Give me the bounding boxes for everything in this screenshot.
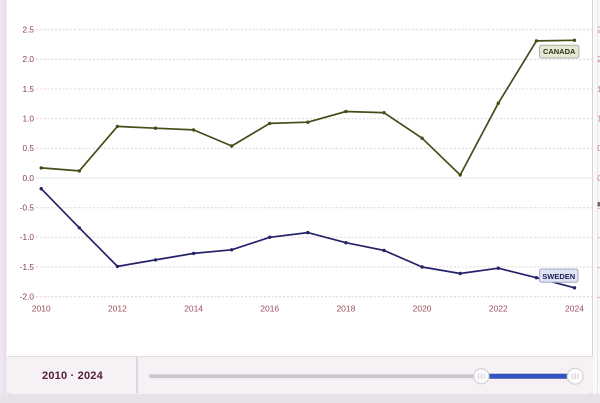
svg-text:2020: 2020 bbox=[413, 304, 432, 314]
svg-text:-2.0: -2.0 bbox=[20, 292, 35, 302]
svg-text:2024: 2024 bbox=[565, 304, 584, 314]
svg-text:SWEDEN: SWEDEN bbox=[542, 272, 575, 281]
svg-text:-1.0: -1.0 bbox=[20, 232, 35, 242]
svg-text:2012: 2012 bbox=[108, 304, 127, 314]
svg-text:1.5: 1.5 bbox=[597, 84, 600, 94]
svg-text:-2.0: -2.0 bbox=[597, 292, 600, 302]
svg-text:2016: 2016 bbox=[260, 304, 279, 314]
svg-text:0.5: 0.5 bbox=[22, 143, 34, 153]
svg-text:2.0: 2.0 bbox=[22, 54, 34, 64]
svg-text:1.0: 1.0 bbox=[22, 114, 34, 124]
svg-text:1.0: 1.0 bbox=[597, 114, 600, 124]
svg-text:2.0: 2.0 bbox=[597, 54, 600, 64]
svg-text:2014: 2014 bbox=[184, 304, 203, 314]
svg-text:-0.5: -0.5 bbox=[20, 203, 35, 213]
svg-text:-1.5: -1.5 bbox=[20, 262, 35, 272]
svg-text:2010: 2010 bbox=[32, 304, 51, 314]
svg-text:-1.5: -1.5 bbox=[597, 262, 600, 272]
svg-text:CANADA: CANADA bbox=[543, 47, 576, 56]
svg-text:2.5: 2.5 bbox=[22, 24, 34, 34]
svg-text:2022: 2022 bbox=[489, 304, 508, 314]
svg-text:-1.0: -1.0 bbox=[597, 232, 600, 242]
svg-text:0.5: 0.5 bbox=[597, 143, 600, 153]
svg-text:2.5: 2.5 bbox=[597, 24, 600, 34]
svg-text:2018: 2018 bbox=[336, 304, 355, 314]
svg-text:1.5: 1.5 bbox=[22, 84, 34, 94]
svg-text:-0.5: -0.5 bbox=[597, 203, 600, 213]
svg-text:0.0: 0.0 bbox=[597, 173, 600, 183]
svg-text:0.0: 0.0 bbox=[22, 173, 34, 183]
